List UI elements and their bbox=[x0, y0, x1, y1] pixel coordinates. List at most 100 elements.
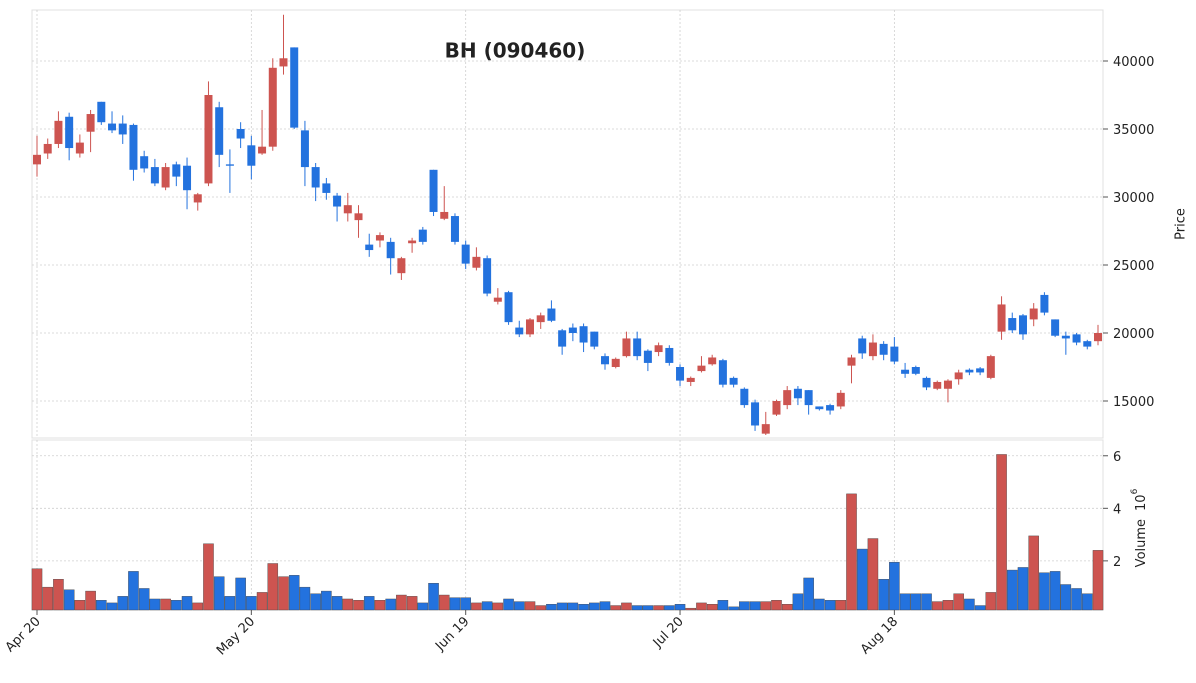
candle-body bbox=[97, 101, 106, 123]
volume-bar bbox=[1060, 584, 1072, 611]
volume-bar bbox=[492, 602, 504, 611]
candle-body bbox=[783, 390, 792, 406]
volume-bar bbox=[1092, 550, 1104, 611]
candle-body bbox=[461, 244, 470, 264]
candle-body bbox=[815, 406, 824, 410]
volume-bar bbox=[438, 594, 450, 611]
candle-body bbox=[408, 240, 417, 244]
candle-body bbox=[440, 211, 449, 219]
volume-bar bbox=[1071, 588, 1082, 611]
candle-body bbox=[804, 390, 813, 406]
candle-body bbox=[236, 129, 245, 139]
candle-body bbox=[258, 146, 267, 154]
candle-body bbox=[75, 142, 84, 154]
volume-bar bbox=[374, 600, 386, 611]
volume-bar bbox=[53, 579, 64, 611]
candle-body bbox=[761, 424, 770, 434]
chart-title: BH (090460) bbox=[445, 39, 586, 63]
volume-bar bbox=[213, 576, 225, 611]
volume-scale-base: 10 bbox=[1134, 494, 1149, 511]
candle-body bbox=[1018, 315, 1027, 335]
volume-bar bbox=[985, 592, 997, 611]
volume-bar bbox=[599, 601, 611, 611]
candle-body bbox=[933, 381, 942, 389]
volume-bar bbox=[696, 602, 707, 611]
volume-bar bbox=[85, 590, 96, 611]
x-tick-label: Jun 19 bbox=[432, 614, 472, 654]
volume-bar bbox=[803, 577, 814, 611]
candle-body bbox=[183, 165, 192, 191]
candle-body bbox=[322, 183, 331, 193]
candle-body bbox=[793, 388, 802, 399]
volume-bar bbox=[621, 602, 632, 611]
volume-bar bbox=[299, 586, 311, 611]
price-panel bbox=[31, 9, 1104, 439]
candle-body bbox=[858, 338, 867, 354]
volume-bar bbox=[385, 598, 396, 611]
candle-body bbox=[193, 194, 202, 203]
candle-body bbox=[525, 319, 534, 335]
candle-body bbox=[450, 216, 459, 242]
volume-bar bbox=[428, 582, 439, 611]
volume-bar bbox=[331, 596, 343, 611]
candle-body bbox=[140, 156, 149, 169]
candle-body bbox=[622, 338, 631, 357]
volume-bar bbox=[181, 596, 193, 611]
candle-body bbox=[43, 143, 52, 154]
volume-bar bbox=[953, 593, 964, 611]
volume-bar bbox=[1082, 593, 1093, 611]
volume-bar bbox=[471, 602, 482, 611]
candle-body bbox=[354, 213, 363, 221]
volume-bar bbox=[631, 605, 643, 611]
volume-bar bbox=[353, 600, 364, 611]
candle-body bbox=[697, 365, 706, 372]
volume-bar bbox=[589, 602, 600, 611]
candle-body bbox=[1008, 318, 1017, 331]
volume-bar bbox=[128, 571, 139, 611]
candle-body bbox=[965, 369, 974, 373]
candle-body bbox=[568, 327, 577, 334]
candle-body bbox=[483, 258, 492, 294]
volume-bar bbox=[717, 600, 729, 611]
candle-body bbox=[375, 235, 384, 241]
volume-bar bbox=[856, 548, 868, 611]
volume-bar bbox=[878, 579, 889, 611]
candle-body bbox=[247, 145, 256, 166]
volume-bar bbox=[996, 454, 1007, 611]
volume-bar bbox=[567, 602, 579, 611]
volume-bar bbox=[342, 598, 354, 611]
candle-body bbox=[665, 347, 674, 363]
volume-bar bbox=[63, 589, 75, 611]
volume-bar bbox=[921, 593, 932, 611]
candle-body bbox=[911, 367, 920, 374]
candle-body bbox=[890, 346, 899, 362]
volume-bar bbox=[417, 602, 429, 611]
volume-bar bbox=[278, 576, 289, 611]
candle-body bbox=[386, 241, 395, 259]
candle-body bbox=[311, 167, 320, 188]
volume-bar bbox=[1017, 567, 1029, 611]
candle-body bbox=[868, 342, 877, 357]
candle-body bbox=[1094, 333, 1102, 342]
volume-bar bbox=[642, 605, 654, 611]
volume-bar bbox=[31, 568, 43, 611]
candle-body bbox=[943, 380, 952, 389]
candle-body bbox=[654, 345, 663, 353]
volume-bar bbox=[138, 588, 150, 611]
candle-body bbox=[86, 114, 95, 132]
candle-body bbox=[1040, 294, 1049, 313]
volume-bar bbox=[546, 604, 557, 611]
candle-body bbox=[429, 169, 438, 212]
volume-bar bbox=[578, 604, 589, 611]
volume-bar bbox=[1049, 571, 1061, 611]
candle-body bbox=[836, 392, 845, 407]
candle-body bbox=[65, 116, 74, 149]
candle-body bbox=[547, 308, 556, 321]
y-tick-label: 2 bbox=[1113, 555, 1121, 570]
candle-body bbox=[901, 369, 910, 374]
candle-body bbox=[290, 47, 299, 128]
volume-bar bbox=[792, 593, 804, 611]
candle-body bbox=[826, 405, 835, 411]
candle-body bbox=[611, 358, 620, 368]
